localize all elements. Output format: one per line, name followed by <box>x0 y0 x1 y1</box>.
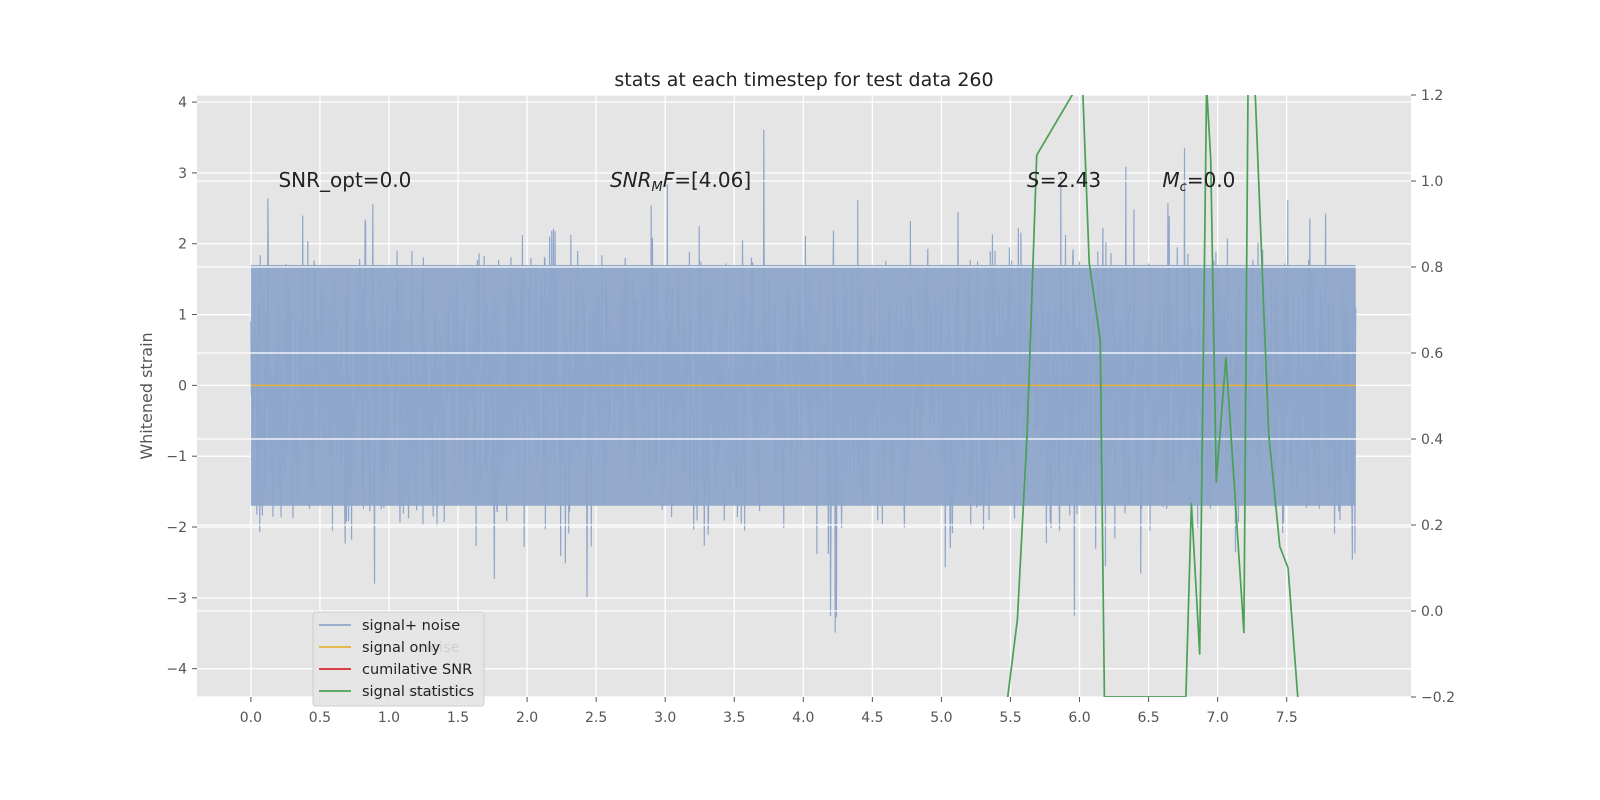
x-tick-label: 5.0 <box>930 710 952 726</box>
y2-tick-label: 0.2 <box>1421 518 1443 534</box>
y-tick-label: −1 <box>166 449 187 465</box>
y-axis-ticks: −4 −3 −2 −1 0 1 2 3 4 <box>166 95 197 678</box>
x-tick-label: 0.0 <box>240 710 262 726</box>
y-tick-label: 2 <box>178 237 187 253</box>
chart-title: stats at each timestep for test data 260 <box>614 69 993 91</box>
annotation-part: =0.0 <box>1187 168 1236 192</box>
x-tick-label: 3.0 <box>654 710 676 726</box>
annotation-part: S <box>1027 168 1040 192</box>
x-tick-label: 6.5 <box>1137 710 1159 726</box>
x-tick-label: 5.5 <box>999 710 1021 726</box>
annotation-part: =[4.06] <box>674 168 751 192</box>
legend-box <box>312 611 485 707</box>
x-tick-label: 4.5 <box>861 710 883 726</box>
legend-entry-label: signal only <box>362 640 441 656</box>
y-tick-label: 3 <box>178 166 187 182</box>
series-signal-statistics <box>1006 95 1299 697</box>
annotation-text: Mc=0.0 <box>1162 168 1235 195</box>
x-tick-label: 0.5 <box>309 710 331 726</box>
annotation-part: =2.43 <box>1040 168 1101 192</box>
y2-axis-ticks: −0.2 0.0 0.2 0.4 0.6 0.8 1.0 1.2 <box>1411 88 1455 706</box>
y2-tick-label: 1.2 <box>1421 88 1443 104</box>
annotation-part: M <box>1162 168 1179 192</box>
y2-tick-label: 0.4 <box>1421 432 1443 448</box>
y-axis-label: Whitened strain <box>137 332 156 459</box>
annotation-part: M <box>652 180 663 195</box>
x-tick-label: 4.0 <box>792 710 814 726</box>
y-tick-label: 4 <box>178 95 187 111</box>
x-tick-label: 6.0 <box>1068 710 1090 726</box>
x-tick-label: 3.5 <box>723 710 745 726</box>
legend-ghost-text: statistics <box>408 684 473 700</box>
legend-ghost-text: noise <box>421 640 460 656</box>
annotations: SNR_opt=0.0 SNRMF=[4.06] S=2.43 Mc=0.0 <box>278 168 1235 195</box>
legend-entry-label: cumilative SNR <box>362 662 472 678</box>
x-tick-label: 7.0 <box>1207 710 1229 726</box>
annotation-part: F <box>663 168 675 192</box>
y-tick-label: −2 <box>166 520 187 536</box>
legend: noise statistics signal+ noise signal only c… <box>312 611 485 707</box>
x-axis-ticks: 0.0 0.5 1.0 1.5 2.0 2.5 3.0 3.5 4.0 4.5 5.0 5.5 6.0 6… <box>240 697 1298 726</box>
noise-line <box>250 129 1357 633</box>
x-tick-label: 7.5 <box>1276 710 1298 726</box>
x-tick-label: 1.0 <box>378 710 400 726</box>
legend-entry-label: signal+ noise <box>362 618 460 634</box>
legend-entry-label: signal statistics <box>362 684 474 700</box>
annotation-part: SNR <box>610 168 652 192</box>
annotation-part: SNR_opt=0.0 <box>278 168 411 192</box>
y2-tick-label: 1.0 <box>1421 174 1443 190</box>
annotation-text: S=2.43 <box>1027 168 1101 192</box>
annotation-text: SNRMF=[4.06] <box>610 168 751 195</box>
y2-tick-label: 0.8 <box>1421 260 1443 276</box>
annotation-part: c <box>1180 180 1187 195</box>
y2-tick-label: 0.6 <box>1421 346 1443 362</box>
annotation-text: SNR_opt=0.0 <box>278 168 411 192</box>
y-tick-label: −3 <box>166 591 187 607</box>
y2-tick-label: 0.0 <box>1421 604 1443 620</box>
x-tick-label: 1.5 <box>447 710 469 726</box>
x-tick-label: 2.5 <box>585 710 607 726</box>
y-tick-label: 1 <box>178 308 187 324</box>
y-tick-label: −4 <box>166 662 187 678</box>
x-tick-label: 2.0 <box>516 710 538 726</box>
y-tick-label: 0 <box>178 378 187 394</box>
y2-tick-label: −0.2 <box>1421 690 1455 706</box>
signal-statistics-line <box>1006 95 1299 697</box>
